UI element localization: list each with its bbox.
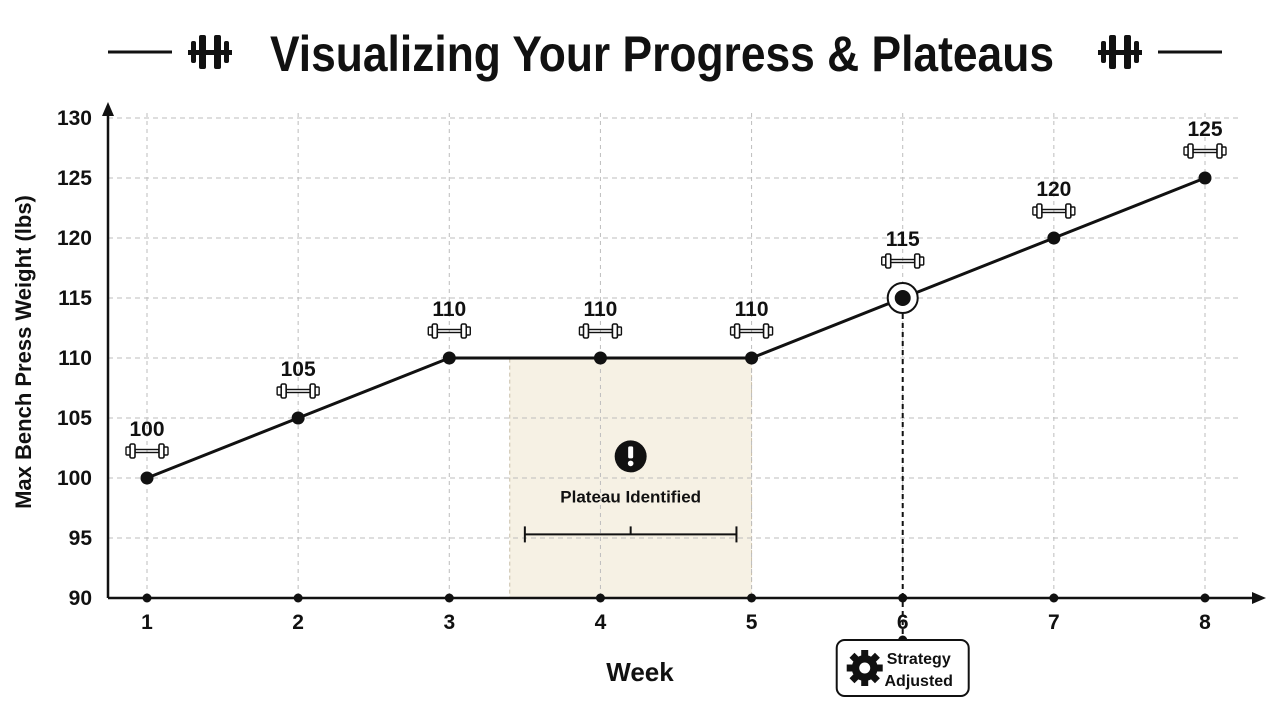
x-tick-label: 5 [746,611,758,634]
title-group: Visualizing Your Progress & Plateaus [108,26,1222,82]
series-line [146,176,1206,480]
data-label: 100 [129,418,164,441]
dumbbell-icon [276,383,320,399]
strategy-adjusted-badge: Strategy Adjusted [835,639,970,697]
y-tick-label: 120 [57,227,92,250]
dumbbell-icon [729,323,774,339]
gear-icon [846,650,883,686]
plateau-label: Plateau Identified [560,487,701,506]
dumbbell-icon [125,443,169,459]
data-point [745,351,759,365]
strategy-label-line2: Adjusted [884,673,952,690]
barbell-icon [1098,35,1142,69]
data-point [442,351,456,365]
gear-tooth [861,650,869,659]
y-tick-label: 105 [57,407,92,430]
x-tick-label: 8 [1199,611,1211,634]
x-tick-dot [293,593,303,603]
x-tick-dot [444,593,454,603]
y-tick-label: 115 [58,287,92,310]
dumbbell-icon [1032,203,1076,219]
data-point [894,290,911,306]
series-progress [146,176,1206,480]
y-tick-label: 95 [69,527,93,550]
data-point [291,411,305,425]
data-label: 110 [735,298,769,321]
data-point [140,471,154,485]
y-tick-label: 100 [57,467,92,490]
data-label: 120 [1036,178,1071,201]
x-tick-dot [595,593,605,603]
data-point [1198,171,1212,185]
data-point [1047,231,1061,245]
x-tick-dot [1049,593,1059,603]
exclamation-icon [614,440,647,473]
data-point [593,351,607,365]
dumbbell-icon [578,323,623,339]
plateau-bracket [523,526,738,543]
barbell-icon [188,35,232,69]
x-tick-label: 4 [595,611,607,634]
y-tick-label: 90 [69,587,92,610]
x-tick-dot [1200,593,1210,603]
chart-title: Visualizing Your Progress & Plateaus [270,26,1054,82]
x-tick-dot [747,593,757,603]
x-tick-labels: 12345678 [141,593,1211,634]
x-tick-dot [142,593,152,603]
x-axis-arrow [1252,592,1266,604]
y-tick-label: 125 [57,167,92,190]
y-axis-arrow [102,102,114,116]
x-tick-label: 2 [292,611,304,634]
y-axis-label: Max Bench Press Weight (lbs) [11,195,36,509]
y-tick-label: 110 [58,347,92,370]
data-label: 115 [886,228,920,251]
data-label: 110 [432,298,466,321]
strategy-label-line1: Strategy [887,651,951,668]
plateau-annotation: Plateau Identified [523,440,738,543]
data-labels: 100 105 110 110 110 115 120 125 [125,118,1227,459]
data-label: 110 [583,298,617,321]
data-label: 125 [1187,118,1222,141]
x-tick-label: 3 [443,611,455,634]
y-tick-label: 130 [57,107,92,130]
data-points [140,171,1212,485]
dumbbell-icon [881,253,925,269]
x-axis-label: Week [606,657,674,687]
gear-tooth [861,677,869,686]
dumbbell-icon [427,323,471,339]
dumbbell-icon [1183,143,1227,159]
x-tick-label: 7 [1048,611,1060,634]
y-tick-labels: 90 95 100 105 110 115 120 125 130 [57,107,92,610]
x-tick-label: 1 [141,611,153,634]
data-label: 105 [281,358,316,381]
